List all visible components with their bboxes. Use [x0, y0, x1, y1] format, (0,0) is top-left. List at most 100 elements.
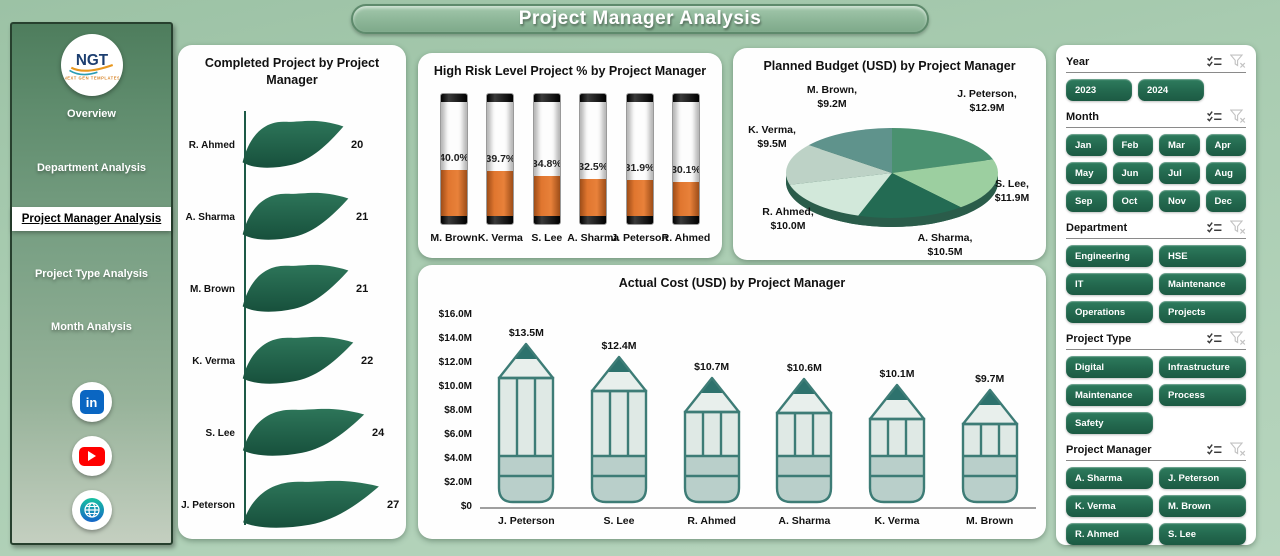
- filter-option-project-manager-m-brown[interactable]: M. Brown: [1159, 495, 1246, 517]
- clear-filter-icon[interactable]: [1230, 109, 1246, 124]
- pie-slice-k-verma[interactable]: [786, 145, 892, 185]
- filter-options-department: Engineering HSE IT Maintenance Operations Pro…: [1066, 245, 1246, 323]
- completed-row-m-brown: M. Brown 21: [178, 253, 406, 325]
- cost-ytick: $0: [460, 501, 472, 512]
- leaf-bar-m-brown[interactable]: [241, 260, 350, 318]
- pencil-bar-s-lee[interactable]: [589, 355, 649, 506]
- filter-option-month-aug[interactable]: Aug: [1205, 162, 1246, 184]
- filter-section-label: Month: [1066, 110, 1099, 123]
- multi-select-icon[interactable]: [1206, 443, 1223, 456]
- ngt-logo: NGT NEXT GEN TEMPLATES: [60, 34, 123, 96]
- pie-slice-r-ahmed[interactable]: [789, 173, 892, 216]
- risk-bar-r-ahmed[interactable]: 30.1%: [671, 93, 700, 225]
- multi-select-icon[interactable]: [1206, 55, 1223, 68]
- filter-option-month-jan[interactable]: Jan: [1066, 134, 1107, 156]
- pencil-bar-r-ahmed[interactable]: [682, 376, 742, 506]
- linkedin-button[interactable]: in: [71, 382, 112, 422]
- risk-bar-fill: [487, 171, 514, 216]
- filter-option-department-engineering[interactable]: Engineering: [1066, 245, 1153, 267]
- filter-panel: Year 2023 2024 Month Jan Feb Mar Apr May Jun Jul Au…: [1056, 45, 1256, 545]
- filter-options-project-manager: A. Sharma J. Peterson K. Verma M. Brown R. A…: [1066, 467, 1246, 545]
- filter-option-department-projects[interactable]: Projects: [1159, 301, 1246, 323]
- completed-value-label: 22: [361, 355, 374, 367]
- filter-option-department-maintenance[interactable]: Maintenance: [1159, 273, 1246, 295]
- completed-value-label: 21: [356, 283, 369, 295]
- website-globe-button[interactable]: [71, 490, 112, 530]
- completed-category-label: J. Peterson: [181, 499, 235, 511]
- leaf-bar-a-sharma[interactable]: [241, 188, 350, 246]
- cost-column-r-ahmed: $10.7M: [678, 361, 746, 506]
- risk-bar-j-peterson[interactable]: 31.9%: [625, 93, 654, 225]
- pie-slice-j-peterson[interactable]: [892, 128, 994, 173]
- filter-option-project-type-digital[interactable]: Digital: [1066, 356, 1153, 378]
- filter-option-month-nov[interactable]: Nov: [1159, 190, 1200, 212]
- filter-option-month-jul[interactable]: Jul: [1159, 162, 1200, 184]
- risk-bar-k-verma[interactable]: 39.7%: [486, 93, 515, 225]
- filter-option-month-jun[interactable]: Jun: [1112, 162, 1153, 184]
- pencil-bar-m-brown[interactable]: [960, 388, 1020, 506]
- clear-filter-icon[interactable]: [1230, 331, 1246, 346]
- clear-filter-icon[interactable]: [1230, 54, 1246, 69]
- filter-option-month-dec[interactable]: Dec: [1205, 190, 1246, 212]
- filter-options-project-type: Digital Infrastructure Maintenance Process S…: [1066, 356, 1246, 434]
- clear-filter-icon[interactable]: [1230, 220, 1246, 235]
- multi-select-icon[interactable]: [1206, 110, 1223, 123]
- leaf-bar-k-verma[interactable]: [241, 332, 355, 390]
- multi-select-icon[interactable]: [1206, 332, 1223, 345]
- sidebar-item-project-type-analysis[interactable]: Project Type Analysis: [34, 268, 149, 280]
- clear-filter-icon[interactable]: [1230, 442, 1246, 457]
- sidebar: NGT NEXT GEN TEMPLATES Overview Departmen…: [10, 22, 173, 545]
- leaf-bar-s-lee[interactable]: [241, 404, 366, 462]
- risk-bar-cap-top: [487, 94, 514, 102]
- filter-option-month-may[interactable]: May: [1066, 162, 1107, 184]
- risk-bar-cap-top: [672, 94, 699, 102]
- risk-bar-a-sharma[interactable]: 32.5%: [579, 93, 608, 225]
- sidebar-item-month-analysis[interactable]: Month Analysis: [51, 321, 132, 333]
- sidebar-item-overview[interactable]: Overview: [67, 108, 116, 120]
- filter-option-project-manager-j-peterson[interactable]: J. Peterson: [1159, 467, 1246, 489]
- filter-option-department-it[interactable]: IT: [1066, 273, 1153, 295]
- filter-option-department-hse[interactable]: HSE: [1159, 245, 1246, 267]
- filter-option-month-apr[interactable]: Apr: [1205, 134, 1246, 156]
- filter-option-project-type-safety[interactable]: Safety: [1066, 412, 1153, 434]
- risk-bar-m-brown[interactable]: 40.0%: [440, 93, 468, 225]
- risk-bar-cap-top: [441, 94, 467, 102]
- pencil-bar-k-verma[interactable]: [867, 383, 927, 506]
- filter-option-month-mar[interactable]: Mar: [1159, 134, 1200, 156]
- risk-bar-fill: [533, 176, 560, 216]
- cost-ytick: $6.0M: [444, 429, 472, 440]
- filter-option-month-sep[interactable]: Sep: [1066, 190, 1107, 212]
- completed-category-label: M. Brown: [190, 283, 235, 295]
- filter-option-project-type-process[interactable]: Process: [1159, 384, 1246, 406]
- pencil-bar-a-sharma[interactable]: [774, 377, 834, 506]
- filter-option-year-2023[interactable]: 2023: [1066, 79, 1132, 101]
- filter-option-project-manager-r-ahmed[interactable]: R. Ahmed: [1066, 523, 1153, 545]
- filter-option-project-type-infrastructure[interactable]: Infrastructure: [1159, 356, 1246, 378]
- youtube-button[interactable]: [71, 436, 112, 476]
- risk-bar-fill: [441, 170, 467, 216]
- sidebar-item-department-analysis[interactable]: Department Analysis: [36, 162, 147, 174]
- risk-bar-cap-bottom: [626, 216, 653, 224]
- multi-select-icon[interactable]: [1206, 221, 1223, 234]
- filter-option-project-manager-a-sharma[interactable]: A. Sharma: [1066, 467, 1153, 489]
- risk-bar-s-lee[interactable]: 34.8%: [532, 93, 561, 225]
- leaf-bar-j-peterson[interactable]: [241, 476, 381, 534]
- filter-option-project-manager-s-lee[interactable]: S. Lee: [1159, 523, 1246, 545]
- pie-slice-a-sharma[interactable]: [858, 173, 961, 218]
- filter-option-month-feb[interactable]: Feb: [1112, 134, 1153, 156]
- pie-slice-s-lee[interactable]: [892, 159, 998, 208]
- risk-value-label: 39.7%: [486, 153, 515, 165]
- risk-bar-cap-top: [580, 94, 607, 102]
- sidebar-item-project-manager-analysis[interactable]: Project Manager Analysis: [12, 207, 171, 231]
- leaf-bar-r-ahmed[interactable]: [241, 116, 345, 174]
- filter-option-project-manager-k-verma[interactable]: K. Verma: [1066, 495, 1153, 517]
- pencil-bar-j-peterson[interactable]: [496, 342, 556, 506]
- filter-option-project-type-maintenance[interactable]: Maintenance: [1066, 384, 1153, 406]
- filter-option-month-oct[interactable]: Oct: [1112, 190, 1153, 212]
- filter-options-month: Jan Feb Mar Apr May Jun Jul Aug Sep Oct Nov Dec: [1066, 134, 1246, 212]
- risk-value-label: 40.0%: [440, 152, 468, 164]
- filter-option-department-operations[interactable]: Operations: [1066, 301, 1153, 323]
- pie-slice-m-brown[interactable]: [808, 128, 892, 173]
- filter-option-year-2024[interactable]: 2024: [1138, 79, 1204, 101]
- completed-row-j-peterson: J. Peterson 27: [178, 469, 406, 541]
